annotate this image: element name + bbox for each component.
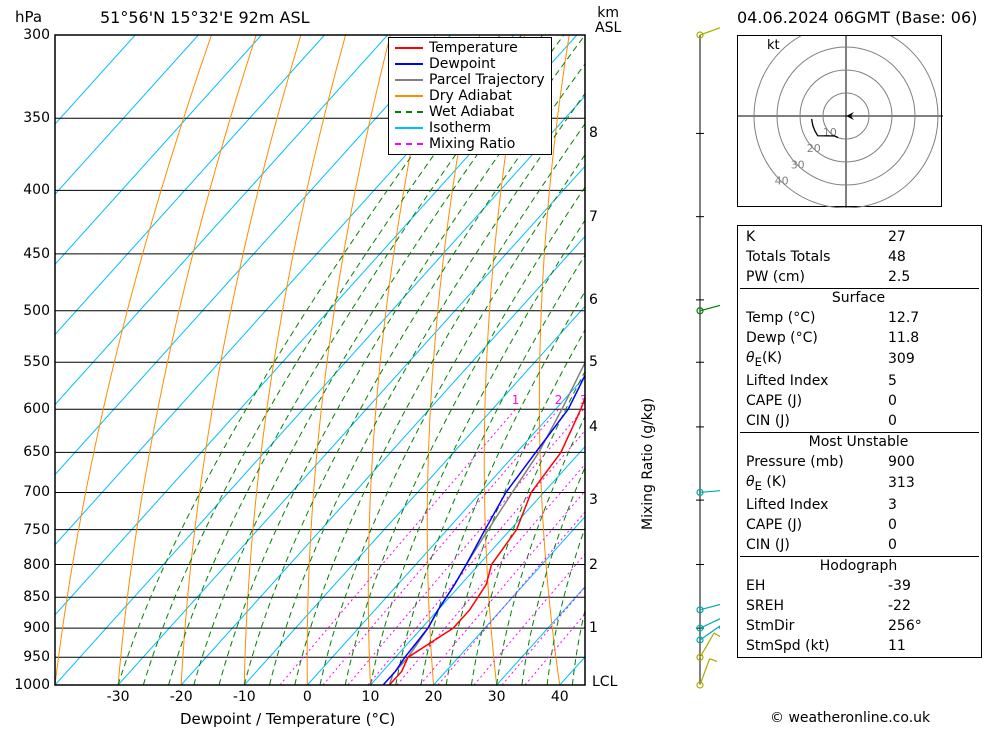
y-left-tick: 950 xyxy=(8,649,50,665)
svg-text:15: 15 xyxy=(702,393,717,407)
y-left-tick: 800 xyxy=(8,557,50,573)
index-value: 256° xyxy=(882,617,979,635)
index-value: -39 xyxy=(882,577,979,595)
index-key: StmSpd (kt) xyxy=(740,637,880,655)
y-left-tick: 400 xyxy=(8,182,50,198)
y-left-tick: 850 xyxy=(8,589,50,605)
x-tick: 30 xyxy=(477,689,517,705)
index-value: 27 xyxy=(882,228,979,246)
y-left-tick: 1000 xyxy=(8,677,50,693)
index-key: StmDir xyxy=(740,617,880,635)
index-value: 11 xyxy=(882,637,979,655)
date-title: 04.06.2024 06GMT (Base: 06) xyxy=(737,8,977,27)
index-value: 12.7 xyxy=(882,309,979,327)
svg-text:1: 1 xyxy=(512,393,520,407)
y-left-tick: 750 xyxy=(8,522,50,538)
x-tick: -10 xyxy=(224,689,264,705)
indices-table: K27Totals Totals48PW (cm)2.5 Surface Temp … xyxy=(737,225,982,658)
index-value: 0 xyxy=(882,536,979,554)
legend-label: Isotherm xyxy=(429,120,491,136)
hodograph: 10203040 xyxy=(737,35,942,207)
y-left-tick: 550 xyxy=(8,354,50,370)
copyright: © weatheronline.co.uk xyxy=(770,710,930,726)
index-key: SREH xyxy=(740,597,880,615)
y-left-tick: 900 xyxy=(8,620,50,636)
legend-label: Dry Adiabat xyxy=(429,88,512,104)
index-key: CIN (J) xyxy=(740,536,880,554)
x-axis-label: Dewpoint / Temperature (°C) xyxy=(180,710,395,728)
index-value: -22 xyxy=(882,597,979,615)
index-value: 2.5 xyxy=(882,268,979,286)
x-tick: 10 xyxy=(350,689,390,705)
svg-text:4: 4 xyxy=(600,393,608,407)
index-value: 0 xyxy=(882,412,979,430)
y-left-tick: 650 xyxy=(8,444,50,460)
y-left-tick: 500 xyxy=(8,303,50,319)
section-head: Hodograph xyxy=(740,556,979,575)
y-right-tick: 4 xyxy=(589,419,609,435)
index-value: 0 xyxy=(882,392,979,410)
skewt-chart: 12346810152025 xyxy=(0,0,720,710)
index-key: θE (K) xyxy=(740,473,880,494)
index-value: 313 xyxy=(882,473,979,494)
index-value: 900 xyxy=(882,453,979,471)
index-key: Dewp (°C) xyxy=(740,329,880,347)
chart-legend: TemperatureDewpointParcel TrajectoryDry … xyxy=(388,37,552,155)
y-right-tick: 2 xyxy=(589,557,609,573)
y-left-tick: 700 xyxy=(8,484,50,500)
index-value: 48 xyxy=(882,248,979,266)
y-right-tick: 5 xyxy=(589,354,609,370)
y-right-tick: 6 xyxy=(589,292,609,308)
x-tick: -20 xyxy=(161,689,201,705)
x-tick: 20 xyxy=(414,689,454,705)
x-tick: -30 xyxy=(98,689,138,705)
index-value: 309 xyxy=(882,349,979,370)
svg-text:8: 8 xyxy=(652,393,660,407)
x-tick: 0 xyxy=(287,689,327,705)
svg-text:6: 6 xyxy=(629,393,637,407)
svg-text:10: 10 xyxy=(666,393,681,407)
x-tick: 40 xyxy=(540,689,580,705)
y-left-tick: 300 xyxy=(8,27,50,43)
svg-text:10: 10 xyxy=(823,126,837,139)
y-right-tick: 8 xyxy=(589,125,609,141)
index-key: θE(K) xyxy=(740,349,880,370)
index-key: Pressure (mb) xyxy=(740,453,880,471)
index-key: CAPE (J) xyxy=(740,516,880,534)
svg-text:20: 20 xyxy=(807,142,821,155)
legend-label: Temperature xyxy=(429,40,518,56)
index-key: K xyxy=(740,228,880,246)
legend-label: Wet Adiabat xyxy=(429,104,514,120)
index-value: 5 xyxy=(882,372,979,390)
index-key: Temp (°C) xyxy=(740,309,880,327)
index-key: Lifted Index xyxy=(740,496,880,514)
section-head: Surface xyxy=(740,288,979,307)
index-value: 11.8 xyxy=(882,329,979,347)
index-key: Totals Totals xyxy=(740,248,880,266)
lcl-label: LCL xyxy=(592,674,632,690)
index-key: CIN (J) xyxy=(740,412,880,430)
y-left-tick: 450 xyxy=(8,246,50,262)
y-right-tick: 3 xyxy=(589,492,609,508)
section-head: Most Unstable xyxy=(740,432,979,451)
svg-text:30: 30 xyxy=(791,158,805,171)
svg-text:40: 40 xyxy=(775,174,789,187)
y-left-tick: 350 xyxy=(8,110,50,126)
y-right-tick: 7 xyxy=(589,209,609,225)
legend-label: Dewpoint xyxy=(429,56,496,72)
index-key: EH xyxy=(740,577,880,595)
y-left-tick: 600 xyxy=(8,401,50,417)
legend-label: Parcel Trajectory xyxy=(429,72,545,88)
svg-text:2: 2 xyxy=(555,393,563,407)
index-key: PW (cm) xyxy=(740,268,880,286)
index-key: Lifted Index xyxy=(740,372,880,390)
index-value: 0 xyxy=(882,516,979,534)
index-value: 3 xyxy=(882,496,979,514)
legend-label: Mixing Ratio xyxy=(429,136,515,152)
index-key: CAPE (J) xyxy=(740,392,880,410)
y-right-tick: 1 xyxy=(589,620,609,636)
